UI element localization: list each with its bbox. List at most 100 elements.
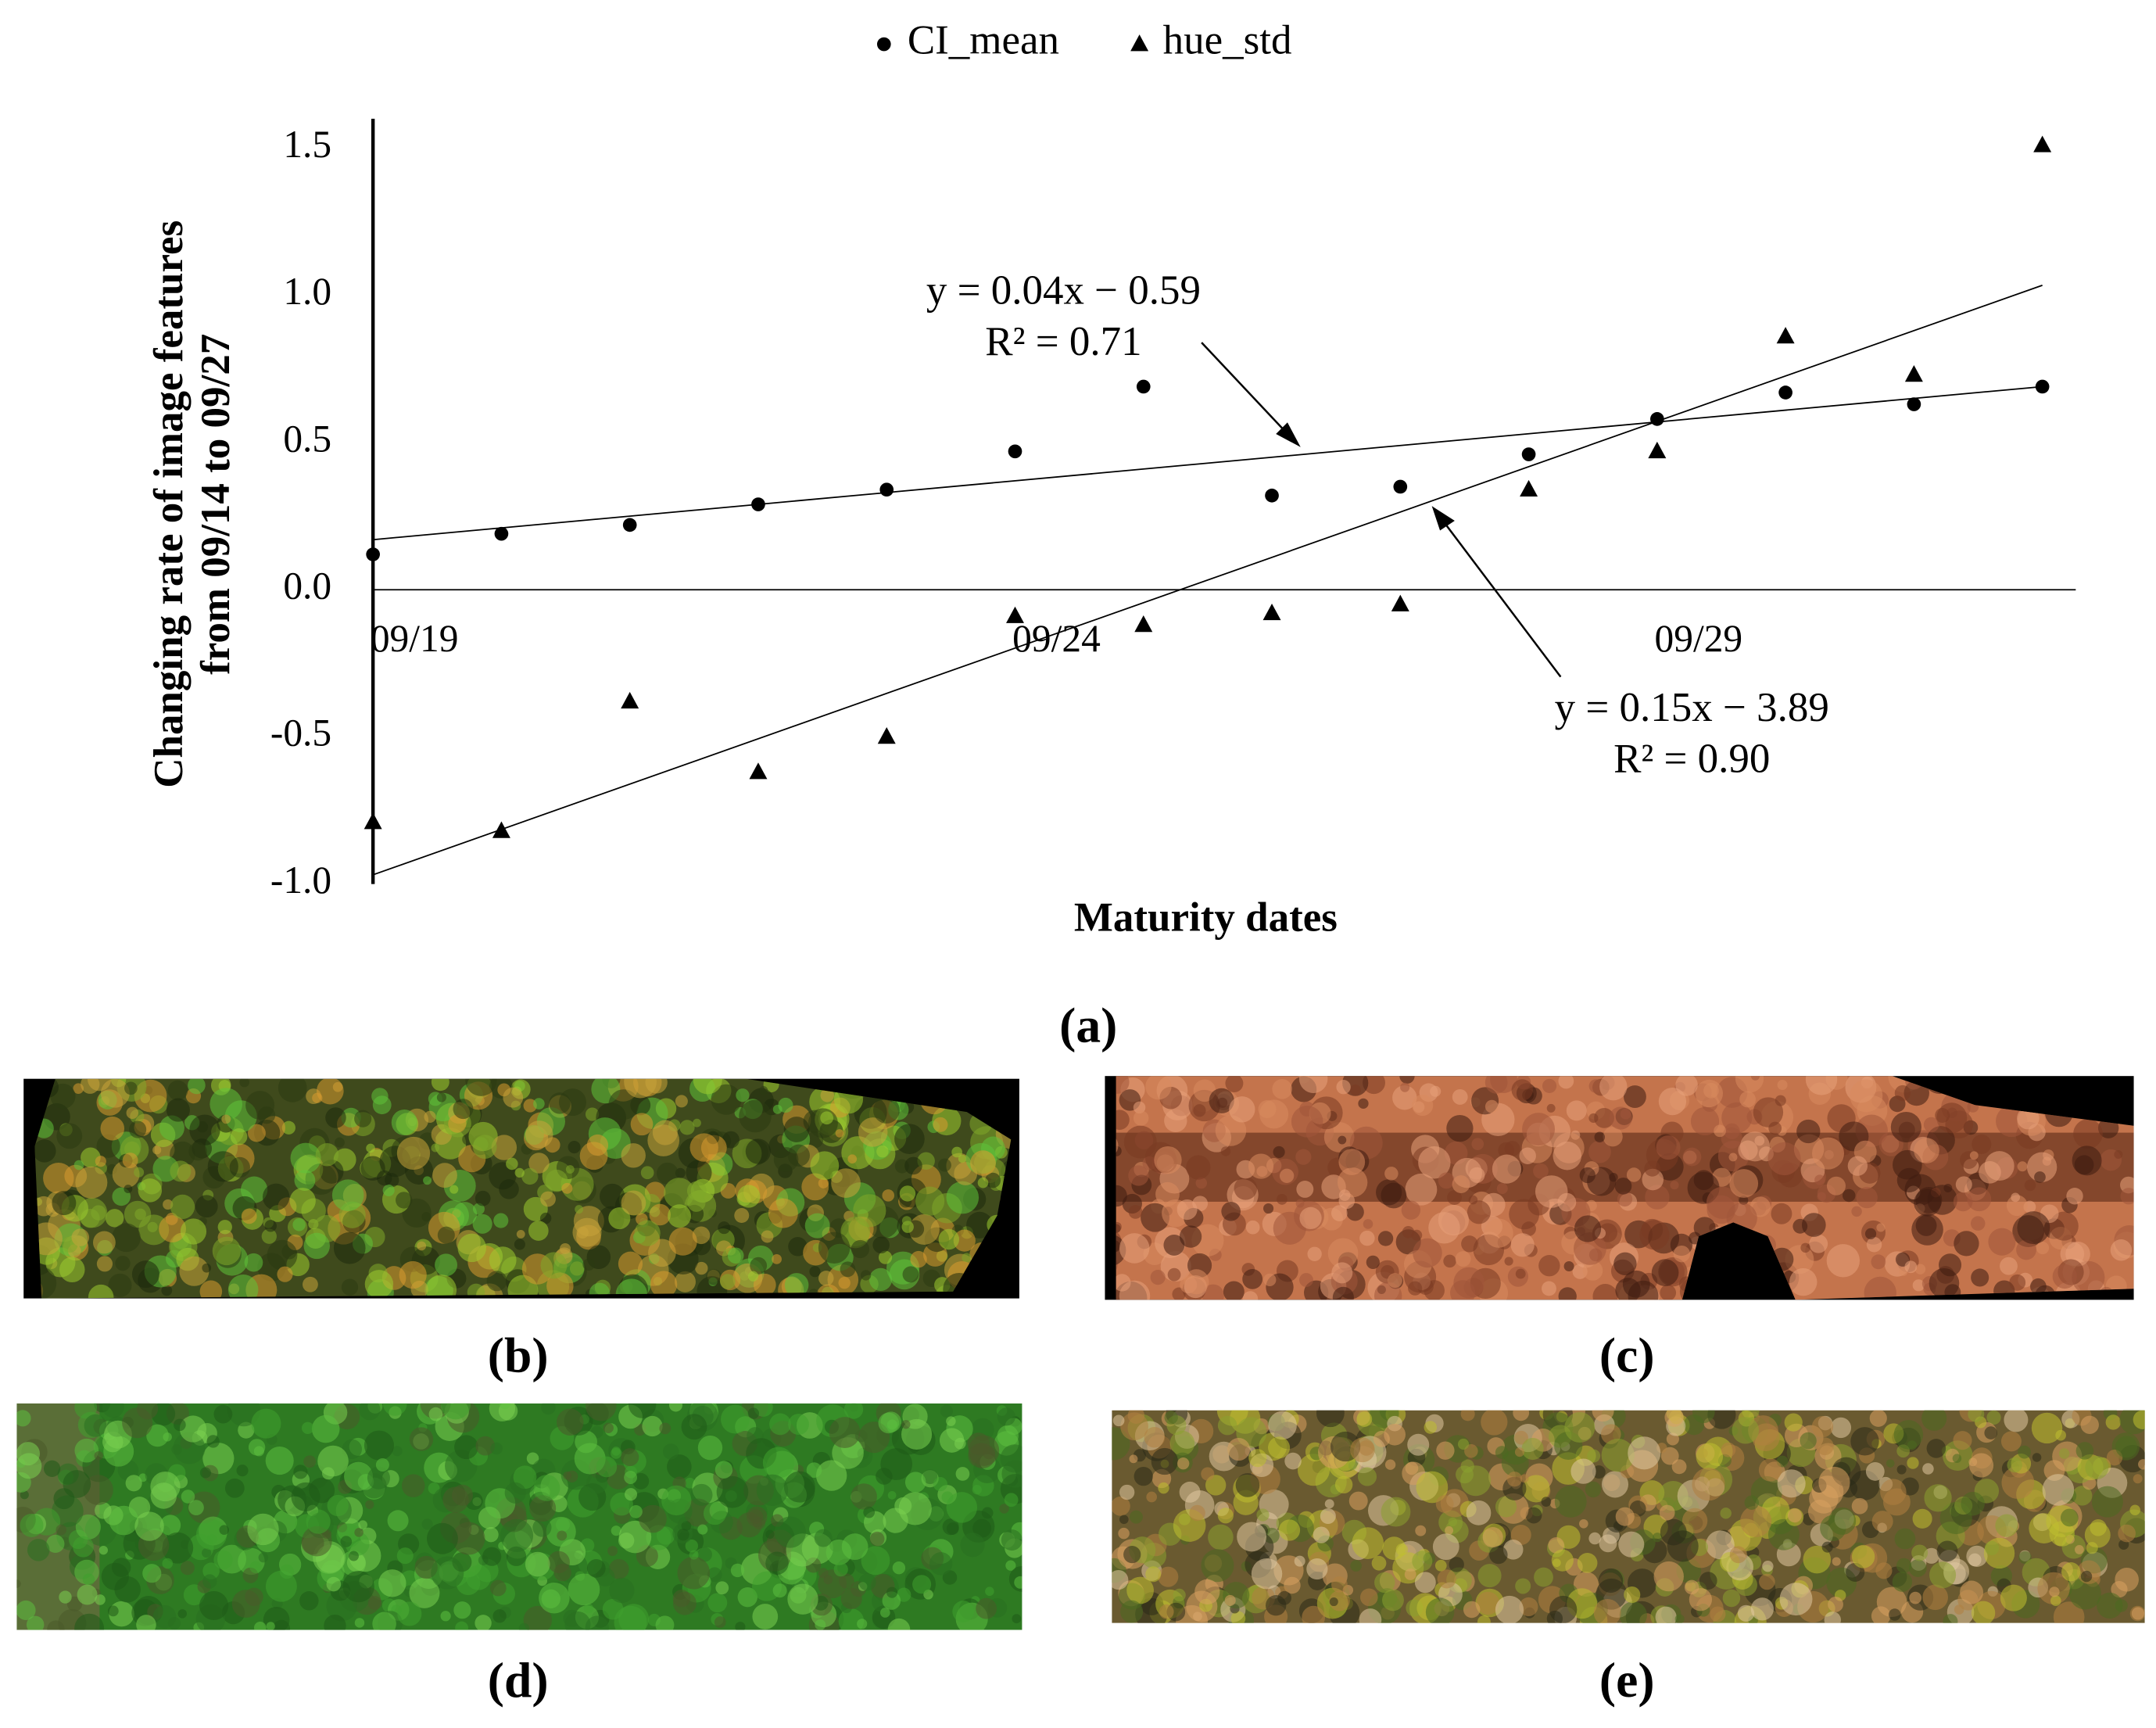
- texture-blob: [1230, 1611, 1246, 1623]
- texture-blob: [126, 1106, 139, 1120]
- texture-blob: [1821, 1541, 1833, 1553]
- texture-blob: [2016, 1239, 2036, 1260]
- texture-blob: [94, 1450, 103, 1461]
- texture-blob: [910, 1250, 927, 1268]
- texture-blob: [1256, 1508, 1270, 1522]
- texture-blob: [1415, 1525, 1427, 1536]
- texture-blob: [697, 1435, 723, 1461]
- texture-blob: [399, 1260, 427, 1289]
- texture-blob: [521, 1167, 539, 1185]
- texture-blob: [768, 1198, 798, 1228]
- texture-blob: [679, 1120, 695, 1135]
- texture-blob: [1154, 1145, 1182, 1174]
- texture-blob: [1320, 1508, 1336, 1525]
- texture-blob: [1194, 1579, 1220, 1605]
- texture-blob: [1984, 1426, 1998, 1439]
- texture-blob: [177, 1609, 188, 1619]
- texture-blob: [1588, 1140, 1611, 1163]
- texture-blob: [1195, 1177, 1208, 1189]
- texture-blob: [1395, 1543, 1409, 1556]
- texture-blob: [970, 1150, 996, 1176]
- texture-blob: [277, 1266, 293, 1282]
- texture-blob: [428, 1407, 443, 1421]
- texture-blob: [95, 1156, 106, 1167]
- texture-blob: [1639, 1220, 1670, 1250]
- texture-blob: [1954, 1604, 1964, 1615]
- texture-blob: [2075, 1442, 2094, 1460]
- texture-blob: [1692, 1468, 1725, 1501]
- texture-blob: [1914, 1188, 1942, 1217]
- texture-blob: [1408, 1281, 1423, 1296]
- texture-blob: [1515, 1268, 1526, 1279]
- texture-blob: [1909, 1591, 1922, 1604]
- texture-blob: [421, 1518, 433, 1530]
- texture-blob: [851, 1239, 870, 1259]
- texture-blob: [529, 1495, 557, 1522]
- texture-blob: [2032, 1453, 2042, 1462]
- texture-blob: [2111, 1581, 2128, 1598]
- y-axis-title: from 09/14 to 09/27: [193, 334, 238, 675]
- texture-blob: [1014, 1576, 1022, 1589]
- texture-blob: [397, 1601, 422, 1626]
- texture-blob: [1384, 1167, 1399, 1181]
- texture-blob: [2058, 1448, 2070, 1459]
- texture-blob: [43, 1460, 61, 1477]
- texture-blob: [1832, 1557, 1841, 1566]
- texture-blob: [1670, 1181, 1679, 1190]
- texture-blob: [1904, 1260, 1918, 1274]
- texture-blob: [1251, 1558, 1283, 1590]
- texture-blob: [452, 1522, 485, 1555]
- texture-blob: [1338, 1189, 1351, 1201]
- texture-blob: [1514, 1447, 1525, 1457]
- texture-blob: [938, 1158, 951, 1172]
- texture-blob: [1812, 1137, 1845, 1170]
- texture-blob: [873, 1097, 900, 1124]
- texture-blob: [1201, 1467, 1215, 1481]
- texture-blob: [167, 1080, 188, 1101]
- texture-blob: [1504, 1257, 1513, 1266]
- texture-blob: [714, 1616, 726, 1629]
- texture-blob: [942, 1518, 959, 1536]
- texture-blob: [756, 1474, 789, 1507]
- texture-blob: [1563, 1260, 1574, 1271]
- texture-blob: [1460, 1410, 1475, 1421]
- texture-blob: [1995, 1514, 2018, 1537]
- texture-blob: [1582, 1260, 1603, 1281]
- texture-blob: [1384, 1459, 1396, 1470]
- texture-blob: [504, 1482, 526, 1504]
- texture-blob: [661, 1485, 692, 1516]
- texture-blob: [1348, 1491, 1368, 1511]
- texture-blob: [695, 1261, 708, 1275]
- texture-blob: [611, 1447, 622, 1459]
- texture-blob: [2073, 1119, 2103, 1149]
- texture-blob: [1489, 1545, 1508, 1565]
- texture-blob: [523, 1605, 552, 1630]
- texture-blob: [707, 1593, 728, 1613]
- texture-blob: [1869, 1410, 1887, 1427]
- texture-blob: [431, 1556, 464, 1590]
- texture-blob: [1384, 1423, 1406, 1446]
- texture-blob: [159, 1215, 186, 1242]
- texture-blob: [2009, 1274, 2026, 1291]
- texture-blob: [455, 1621, 469, 1630]
- texture-blob: [752, 1604, 779, 1629]
- texture-blob: [958, 1154, 967, 1163]
- texture-blob: [1151, 1447, 1178, 1475]
- texture-blob: [1721, 1102, 1753, 1134]
- texture-blob: [1119, 1515, 1129, 1525]
- texture-blob: [333, 1231, 366, 1264]
- annotation: R² = 0.71: [985, 319, 1141, 364]
- texture-blob: [202, 1263, 212, 1273]
- texture-blob: [690, 1483, 713, 1506]
- texture-blob: [358, 1520, 367, 1529]
- texture-blob: [1553, 1141, 1582, 1171]
- texture-blob: [1828, 1507, 1857, 1535]
- texture-blob: [1784, 1413, 1803, 1432]
- texture-blob: [489, 1246, 517, 1274]
- texture-blob: [739, 1099, 772, 1133]
- texture-blob: [1268, 1411, 1297, 1440]
- texture-blob: [1407, 1433, 1430, 1456]
- texture-blob: [1278, 1519, 1301, 1541]
- texture-blob: [2011, 1192, 2021, 1203]
- texture-blob: [1673, 1245, 1690, 1263]
